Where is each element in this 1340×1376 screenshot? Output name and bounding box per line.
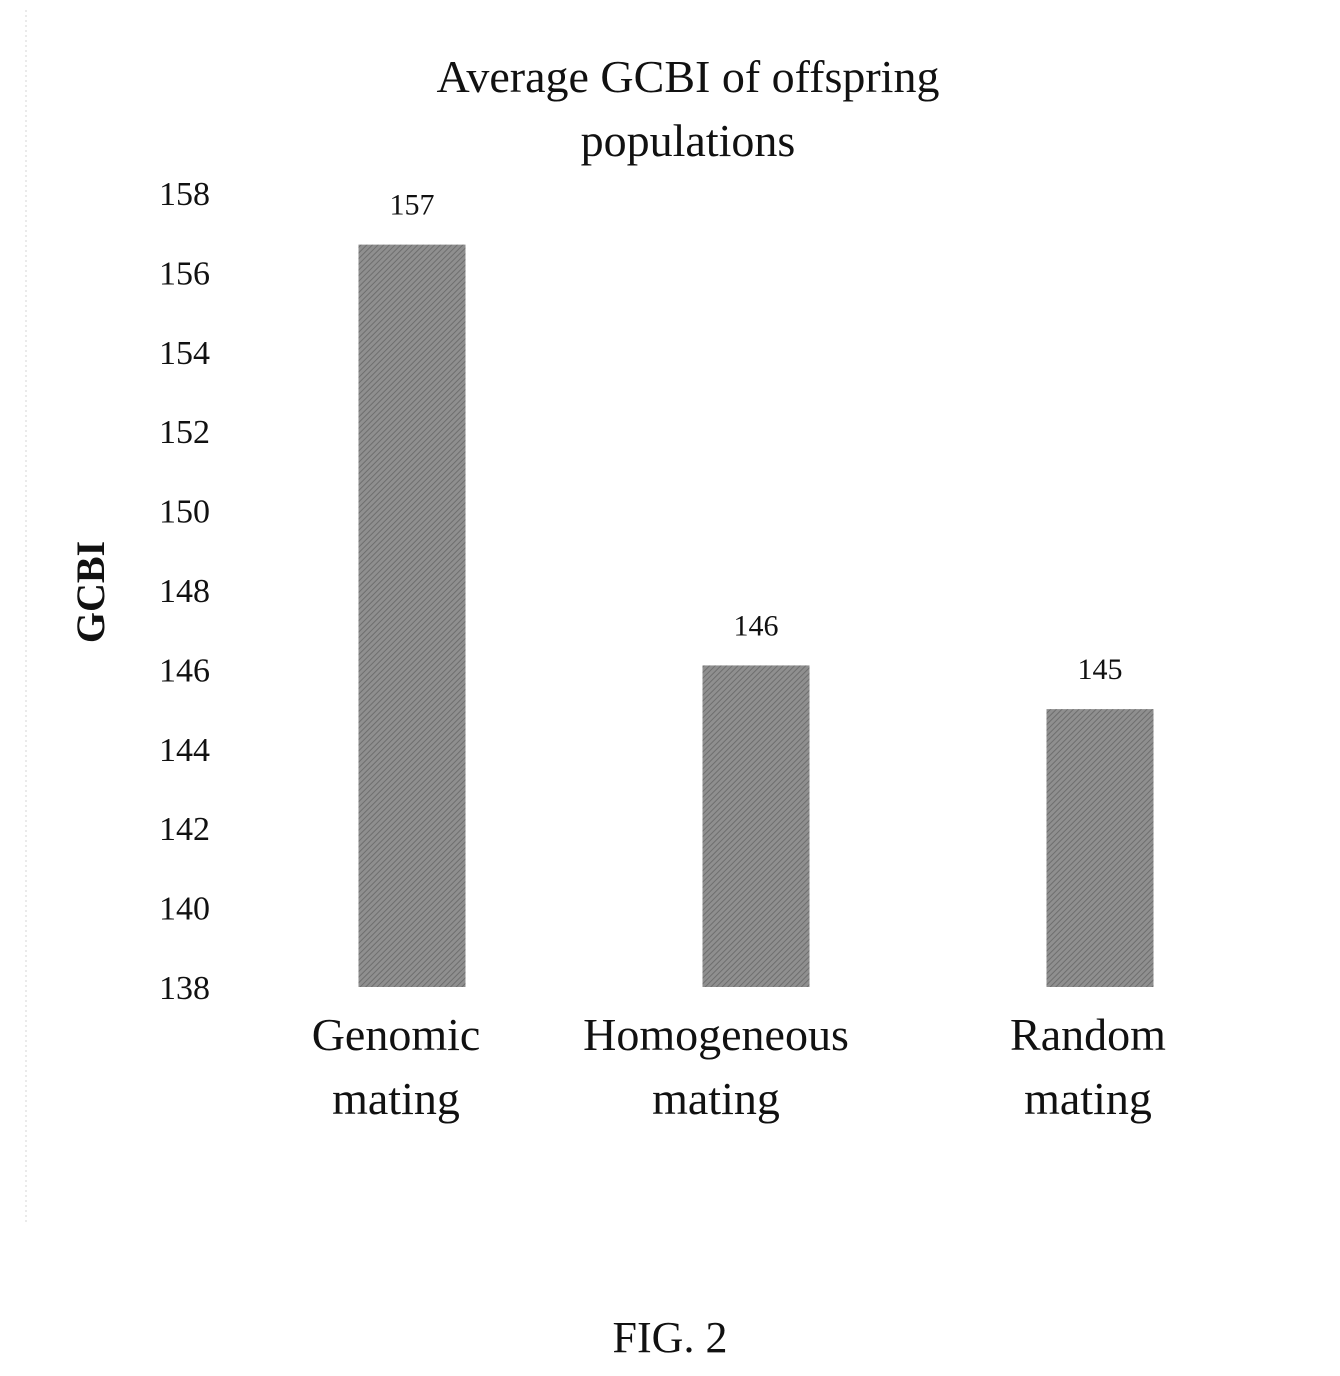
- y-tick-label: 156: [159, 255, 210, 292]
- y-tick-label: 144: [159, 732, 210, 769]
- y-axis-ticks: 138 140 142 144 146 148 150 152 154 156 158: [159, 176, 210, 1007]
- y-tick-label: 152: [159, 414, 210, 451]
- chart-title-line-1: Average GCBI of offspring: [437, 51, 940, 102]
- y-tick-label: 142: [159, 811, 210, 848]
- data-label-0: 157: [390, 189, 435, 222]
- x-category-label-2-line-2: mating: [1024, 1073, 1152, 1124]
- bars-group: [358, 244, 1154, 988]
- y-tick-label: 138: [159, 970, 210, 1007]
- data-label-1: 146: [734, 609, 779, 642]
- y-tick-label: 140: [159, 891, 210, 928]
- x-category-label-0-line-1: Genomic: [312, 1009, 481, 1060]
- bar-2: [1046, 709, 1154, 987]
- y-axis-label: GCBI: [68, 541, 113, 643]
- y-tick-label: 146: [159, 652, 210, 689]
- x-category-label-2-line-1: Random: [1010, 1009, 1166, 1060]
- y-tick-label: 148: [159, 573, 210, 610]
- x-category-label-0-line-2: mating: [332, 1073, 460, 1124]
- x-category-label-1-line-2: mating: [652, 1073, 780, 1124]
- y-tick-label: 154: [159, 335, 210, 372]
- data-labels-group: 157 146 145: [390, 189, 1123, 686]
- bar-0: [358, 244, 466, 988]
- bar-1: [702, 665, 810, 987]
- data-label-2: 145: [1078, 653, 1123, 686]
- y-tick-label: 150: [159, 494, 210, 531]
- chart-title-line-2: populations: [581, 115, 796, 166]
- figure-caption: FIG. 2: [612, 1313, 728, 1362]
- x-category-label-1-line-1: Homogeneous: [583, 1009, 849, 1060]
- x-axis-categories: Genomic mating Homogeneous mating Random mati…: [312, 1009, 1166, 1124]
- y-tick-label: 158: [159, 176, 210, 213]
